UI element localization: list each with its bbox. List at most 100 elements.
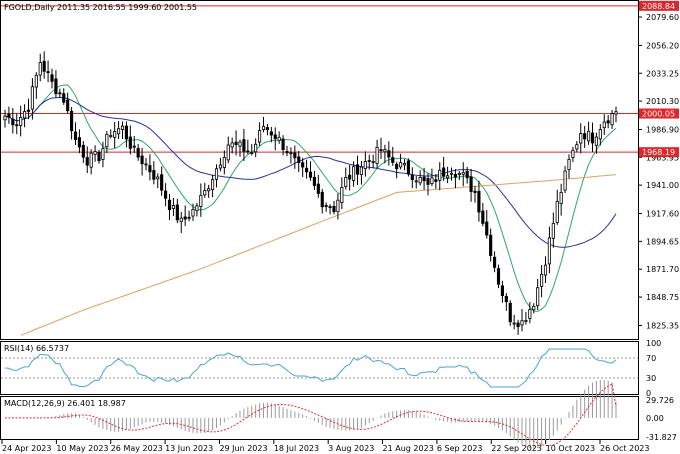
candle-body — [277, 136, 281, 142]
candle — [524, 311, 528, 325]
candle-body — [183, 216, 187, 220]
candle — [101, 141, 105, 168]
candle-body — [363, 161, 367, 170]
candle-body — [242, 139, 246, 152]
candle — [399, 153, 403, 170]
candle — [352, 161, 356, 187]
candle-body — [614, 111, 618, 115]
rsi-panel-frame — [0, 341, 639, 395]
candle-body — [352, 166, 356, 181]
candle-body — [485, 221, 489, 236]
candle — [348, 164, 352, 191]
candle — [293, 145, 297, 169]
candle — [203, 182, 207, 198]
candle — [583, 126, 587, 148]
candle-body — [551, 222, 555, 239]
candle — [312, 170, 316, 191]
candle — [489, 228, 493, 262]
candle — [285, 145, 289, 157]
candle-body — [62, 93, 66, 103]
chart-title: FGOLD,Daily 2011.35 2016.55 1999.60 2001… — [4, 3, 197, 12]
price-tick-label: 1894.65 — [646, 237, 679, 246]
candle — [410, 167, 414, 188]
candle-body — [156, 176, 160, 180]
candle — [109, 129, 113, 139]
candle-body — [50, 74, 54, 82]
candle — [442, 156, 446, 181]
candle — [571, 146, 575, 162]
candle — [375, 139, 379, 169]
candle — [222, 150, 226, 175]
candle-body — [383, 149, 387, 153]
candle-body — [258, 130, 262, 143]
candle-body — [355, 164, 360, 175]
candle — [516, 319, 520, 335]
candle — [97, 149, 101, 164]
candle-body — [70, 110, 74, 132]
candle — [590, 122, 595, 152]
price-tick-label: 2079.60 — [646, 13, 679, 22]
candle — [164, 183, 168, 207]
macd-tick-label: -31.827 — [646, 433, 677, 442]
candle-body — [105, 133, 109, 148]
level-tag-label: 1968.19 — [642, 148, 675, 157]
candle — [477, 180, 481, 222]
candle — [70, 107, 74, 140]
macd-signal-line — [5, 383, 617, 447]
candle — [559, 183, 563, 216]
candle — [496, 264, 501, 289]
candle — [340, 177, 344, 210]
candle — [136, 144, 140, 161]
candle — [426, 173, 430, 196]
candle — [199, 183, 203, 217]
rsi-label: RSI(14) 66.5737 — [4, 344, 69, 353]
candle-body — [594, 136, 598, 146]
candle-body — [481, 210, 485, 224]
candle-body — [250, 152, 254, 154]
candle — [418, 170, 422, 186]
candle — [23, 104, 27, 128]
rsi-tick-label: 30 — [646, 374, 656, 383]
candle — [81, 141, 85, 163]
candle — [485, 209, 489, 239]
candle-body — [175, 204, 179, 221]
candle-body — [15, 124, 19, 127]
candle — [93, 145, 97, 162]
candle-body — [73, 131, 78, 140]
candle — [175, 198, 179, 224]
candle — [183, 205, 187, 226]
candle-body — [93, 151, 97, 155]
candle — [277, 131, 281, 144]
candle-body — [332, 206, 336, 213]
candle — [414, 175, 418, 189]
candlesticks — [3, 51, 618, 335]
candle — [89, 149, 93, 175]
price-tick-label: 1825.35 — [646, 321, 679, 330]
candle-body — [371, 161, 375, 163]
candle — [430, 168, 434, 187]
candle-body — [489, 234, 493, 256]
price-tick-label: 1941.00 — [646, 181, 679, 190]
candle-body — [402, 162, 407, 166]
candle-body — [297, 156, 301, 163]
candle — [481, 202, 485, 227]
candle-body — [132, 145, 136, 148]
candle — [508, 300, 512, 326]
candle-body — [261, 125, 266, 131]
candle — [191, 203, 195, 221]
candle — [547, 226, 551, 274]
time-tick-label: 10 Oct 2023 — [546, 444, 595, 453]
candle-body — [124, 125, 128, 140]
candle-body — [11, 118, 15, 126]
candle — [324, 202, 328, 212]
candle-body — [23, 111, 27, 119]
candle-body — [571, 149, 575, 158]
rsi-tick-label: 70 — [646, 354, 656, 363]
candle-body — [528, 309, 532, 319]
candle — [66, 92, 70, 114]
candle — [120, 121, 125, 140]
candle-body — [148, 165, 152, 173]
candle-body — [203, 190, 207, 196]
candle-body — [516, 322, 520, 328]
